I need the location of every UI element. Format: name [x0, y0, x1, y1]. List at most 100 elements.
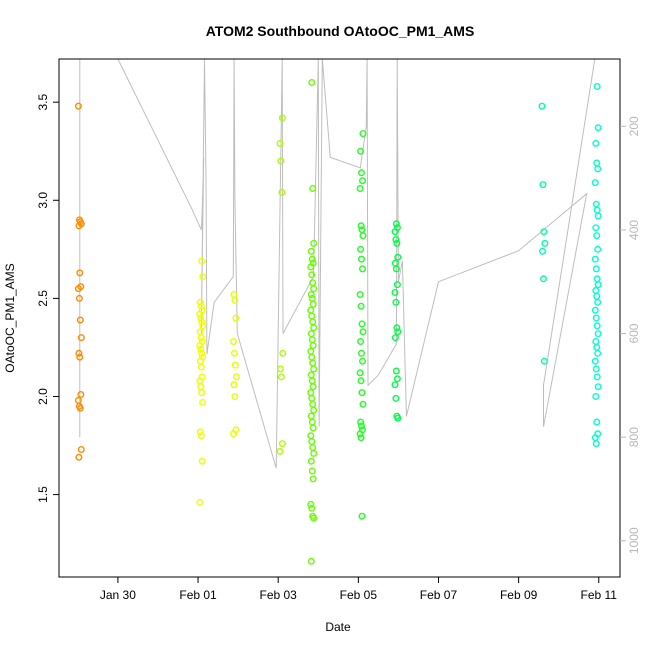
data-point — [593, 292, 601, 300]
data-point — [594, 281, 602, 289]
data-point — [391, 334, 399, 342]
data-point — [278, 114, 286, 122]
data-point — [198, 257, 206, 265]
data-point — [592, 393, 600, 401]
data-point — [592, 338, 600, 346]
plot-frame — [58, 58, 621, 578]
data-point — [592, 287, 600, 295]
data-point — [307, 263, 315, 271]
data-point — [592, 314, 600, 322]
y-tick-label: 2.5 — [36, 290, 50, 307]
data-point — [593, 275, 601, 283]
data-point — [309, 359, 317, 367]
data-point — [541, 239, 549, 247]
data-point — [539, 181, 547, 189]
data-point — [308, 377, 316, 385]
data-point — [357, 434, 365, 442]
data-point — [232, 373, 240, 381]
data-point — [308, 504, 316, 512]
altitude-trace-layer — [79, 59, 596, 469]
data-point — [276, 365, 284, 373]
data-point — [197, 432, 205, 440]
data-point — [359, 357, 367, 365]
y-tick-label: 1.5 — [36, 486, 50, 503]
data-point — [593, 82, 601, 90]
data-point — [594, 212, 602, 220]
data-point — [358, 169, 366, 177]
data-point — [594, 383, 602, 391]
x-tick-label: Feb 07 — [420, 588, 458, 602]
data-point — [309, 400, 317, 408]
data-point — [392, 220, 400, 228]
data-point — [358, 320, 366, 328]
data-point — [196, 498, 204, 506]
data-point — [356, 369, 364, 377]
data-point — [310, 239, 318, 247]
axes-layer: Jan 30 Feb 01 Feb 03 Feb 05 Feb 07 Feb 09 Feb … — [36, 58, 641, 602]
data-point — [591, 179, 599, 187]
altitude-trace-line — [79, 59, 596, 469]
data-point — [592, 224, 600, 232]
data-point — [278, 188, 286, 196]
data-point — [307, 432, 315, 440]
data-point — [77, 334, 85, 342]
data-point — [307, 412, 315, 420]
data-point — [310, 449, 318, 457]
data-point — [393, 239, 401, 247]
data-point — [358, 389, 366, 397]
data-point — [75, 222, 83, 230]
data-point — [230, 349, 238, 357]
data-point — [357, 222, 365, 230]
data-point — [74, 396, 82, 404]
data-point — [310, 324, 318, 332]
data-point — [198, 318, 206, 326]
data-point — [279, 349, 287, 357]
data-point — [309, 424, 317, 432]
data-point — [308, 394, 316, 402]
data-point — [229, 430, 237, 438]
data-point — [309, 184, 317, 192]
data-point — [196, 342, 204, 350]
data-point — [230, 381, 238, 389]
data-point — [356, 430, 364, 438]
data-point — [310, 365, 318, 373]
data-point — [308, 467, 316, 475]
data-point — [593, 322, 601, 330]
data-point — [198, 389, 206, 397]
data-point — [357, 338, 365, 346]
data-point — [231, 296, 239, 304]
data-point — [307, 306, 315, 314]
data-point — [196, 298, 204, 306]
data-point — [393, 324, 401, 332]
data-point — [594, 330, 602, 338]
y-tick-label: 3.5 — [36, 94, 50, 111]
data-point — [307, 389, 315, 397]
data-point — [592, 440, 600, 448]
data-point — [593, 206, 601, 214]
x-tick-label: Feb 05 — [340, 588, 378, 602]
data-point — [357, 377, 365, 385]
data-point — [359, 265, 367, 273]
data-point — [197, 345, 205, 353]
data-point — [307, 291, 315, 299]
data-point — [231, 393, 239, 401]
data-point — [230, 291, 238, 299]
series-group — [356, 130, 367, 520]
series-group — [391, 220, 402, 422]
data-point — [229, 338, 237, 346]
data-point — [77, 446, 85, 454]
data-point — [359, 232, 367, 240]
data-point — [310, 285, 318, 293]
series-group — [307, 78, 318, 565]
data-point — [307, 371, 315, 379]
data-point — [199, 322, 207, 330]
data-point — [308, 78, 316, 86]
data-point — [592, 200, 600, 208]
data-point — [276, 139, 284, 147]
data-point — [357, 147, 365, 155]
data-point — [356, 291, 364, 299]
data-point — [308, 312, 316, 320]
data-point — [391, 228, 399, 236]
